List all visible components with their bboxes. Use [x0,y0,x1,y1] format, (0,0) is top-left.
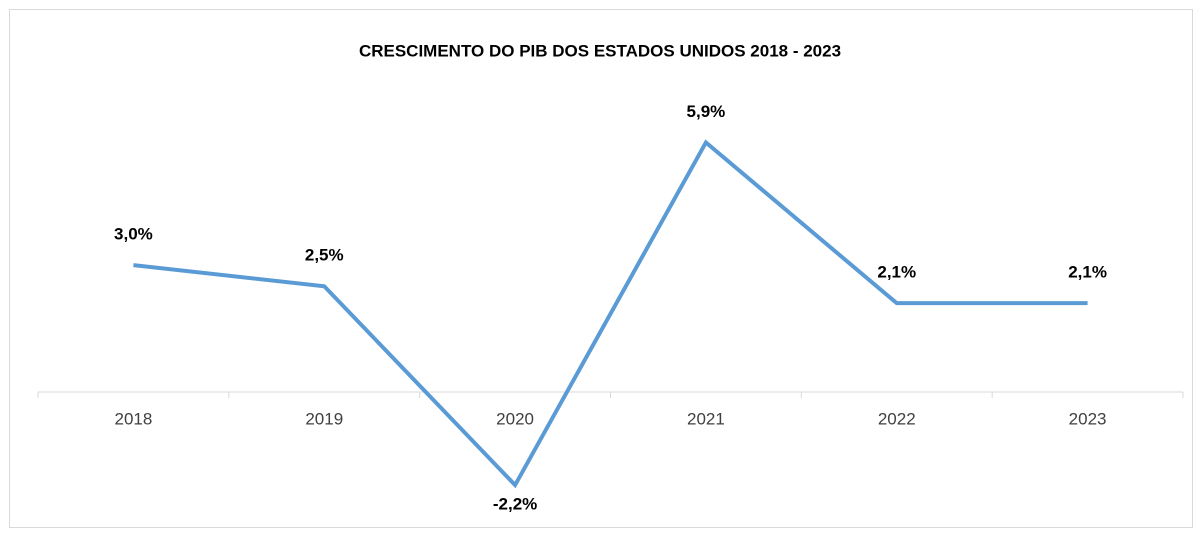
data-label: -2,2% [493,495,537,514]
chart-title: CRESCIMENTO DO PIB DOS ESTADOS UNIDOS 20… [359,41,841,60]
data-label: 3,0% [114,225,153,244]
data-label: 2,5% [305,246,344,265]
data-label: 2,1% [1068,263,1107,282]
data-label: 2,1% [877,263,916,282]
chart-border [9,9,1193,528]
x-tick-label: 2023 [1069,409,1107,428]
x-tick-label: 2020 [496,409,534,428]
line [133,139,1088,489]
data-label: 5,9% [687,102,726,121]
x-tick-label: 2021 [687,409,725,428]
x-tick-label: 2022 [878,409,916,428]
x-tick-label: 2019 [305,409,343,428]
x-tick-label: 2018 [115,409,153,428]
